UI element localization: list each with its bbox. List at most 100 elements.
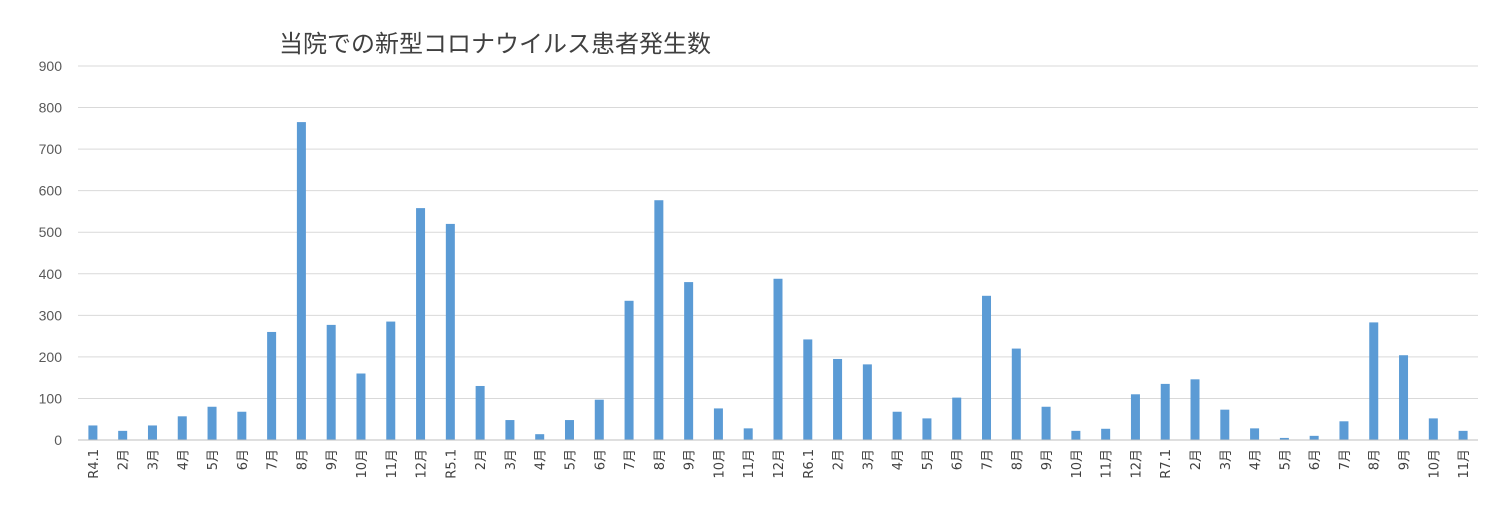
x-tick-label: 7月	[266, 449, 281, 470]
bars	[88, 122, 1468, 440]
bar	[88, 425, 98, 440]
bar	[1071, 430, 1081, 440]
x-tick-label: R7.1	[1159, 449, 1174, 479]
x-tick-label: 4月	[891, 449, 906, 470]
bar	[654, 200, 664, 440]
y-tick-label: 200	[39, 349, 63, 365]
bar	[147, 425, 157, 440]
x-tick-label: 10月	[355, 449, 370, 479]
bar	[594, 399, 604, 440]
y-tick-label: 0	[54, 432, 62, 448]
x-tick-label: 2月	[832, 449, 847, 470]
bar	[1279, 437, 1289, 440]
bar	[356, 373, 366, 440]
y-axis-ticks: 0 100 200 300 400 500 600 700 800 900	[39, 58, 63, 448]
bar	[713, 408, 723, 440]
x-tick-label: 11月	[1100, 449, 1115, 479]
bar	[564, 420, 574, 440]
bar	[773, 278, 783, 440]
bar	[207, 406, 217, 440]
x-tick-label: 9月	[1398, 449, 1413, 470]
x-tick-label: 9月	[683, 449, 698, 470]
bar	[445, 223, 455, 440]
x-tick-label: 2月	[1189, 449, 1204, 470]
bar	[892, 411, 902, 440]
x-tick-label: 12月	[1129, 449, 1144, 479]
x-tick-label: 10月	[1427, 449, 1442, 479]
y-tick-label: 500	[39, 224, 63, 240]
x-tick-label: 9月	[325, 449, 340, 470]
x-tick-label: 6月	[951, 449, 966, 470]
bar	[416, 208, 426, 440]
bar	[1130, 394, 1140, 440]
bar	[1220, 409, 1230, 440]
x-tick-label: R4.1	[87, 449, 102, 479]
bar	[624, 300, 634, 440]
y-tick-label: 400	[39, 266, 63, 282]
x-tick-label: 4月	[176, 449, 191, 470]
bar	[326, 324, 336, 440]
x-tick-label: 5月	[1278, 449, 1293, 470]
bar	[803, 339, 813, 440]
x-tick-label: 10月	[712, 449, 727, 479]
bar	[922, 418, 932, 440]
bar	[743, 428, 753, 440]
x-tick-label: 12月	[772, 449, 787, 479]
bar	[684, 282, 694, 440]
bar	[1458, 430, 1468, 440]
x-tick-label: 4月	[1249, 449, 1264, 470]
bar	[296, 122, 306, 440]
bar	[1011, 348, 1021, 440]
x-tick-label: 11月	[1457, 449, 1472, 479]
y-tick-label: 800	[39, 100, 63, 116]
bar	[177, 416, 187, 440]
x-tick-label: 6月	[593, 449, 608, 470]
x-tick-label: 12月	[415, 449, 430, 479]
x-tick-label: 5月	[206, 449, 221, 470]
gridlines	[78, 65, 1478, 399]
bar	[1339, 421, 1349, 440]
x-tick-label: 5月	[921, 449, 936, 470]
bar	[1101, 428, 1111, 440]
x-tick-label: 8月	[295, 449, 310, 470]
bar	[1369, 322, 1379, 440]
bar	[267, 331, 277, 440]
bar	[982, 295, 992, 440]
bar	[1041, 406, 1051, 440]
y-tick-label: 300	[39, 307, 63, 323]
x-tick-label: 8月	[653, 449, 668, 470]
x-tick-label: R6.1	[802, 449, 817, 479]
bar	[1428, 418, 1438, 440]
x-tick-label: 11月	[385, 449, 400, 479]
bar	[1399, 355, 1409, 440]
bar	[862, 364, 872, 440]
bar	[1190, 379, 1200, 440]
x-tick-label: 2月	[474, 449, 489, 470]
bar	[1250, 428, 1260, 440]
x-tick-label: 9月	[1040, 449, 1055, 470]
x-tick-label: 8月	[1010, 449, 1025, 470]
x-tick-label: 5月	[563, 449, 578, 470]
x-tick-label: 3月	[146, 449, 161, 470]
x-tick-label: R5.1	[444, 449, 459, 479]
bar	[505, 420, 515, 440]
bar	[237, 411, 247, 440]
bar	[535, 434, 545, 440]
bar	[1309, 435, 1319, 440]
bar	[833, 358, 843, 440]
chart-title: 当院での新型コロナウイルス患者発生数	[279, 30, 711, 58]
y-tick-label: 100	[39, 390, 63, 406]
x-tick-label: 4月	[534, 449, 549, 470]
bar	[475, 385, 485, 440]
y-tick-label: 900	[39, 58, 63, 74]
bar	[1160, 383, 1170, 440]
x-axis-ticks: R4.1 2月 3月 4月 5月 6月 7月 8月 9月 10月 11月 12月 R5.1 2月 3月 4月 5…	[87, 449, 1472, 479]
x-tick-label: 3月	[504, 449, 519, 470]
x-tick-label: 6月	[236, 449, 251, 470]
x-tick-label: 3月	[1219, 449, 1234, 470]
y-tick-label: 600	[39, 183, 63, 199]
x-tick-label: 7月	[1338, 449, 1353, 470]
x-tick-label: 6月	[1308, 449, 1323, 470]
x-tick-label: 10月	[1070, 449, 1085, 479]
